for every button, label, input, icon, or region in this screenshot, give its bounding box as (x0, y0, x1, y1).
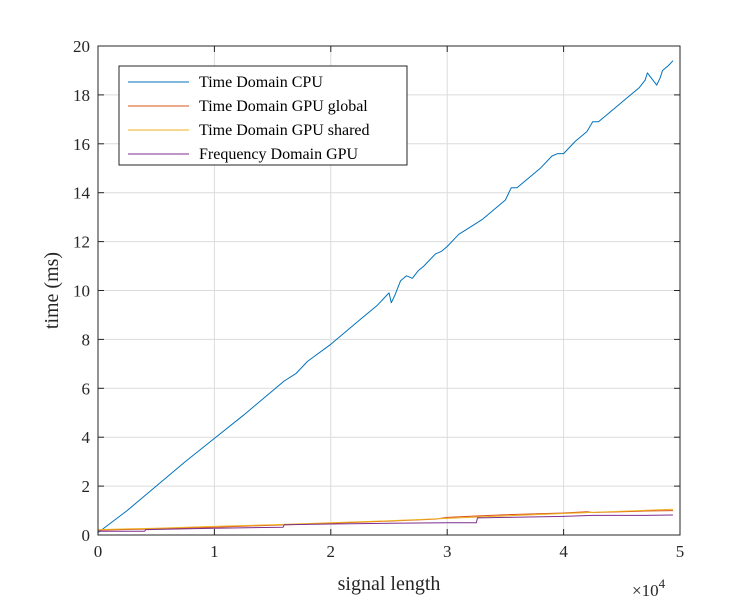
series-line-2 (97, 508, 674, 531)
legend: Time Domain CPU Time Domain GPU global Tim… (118, 65, 408, 166)
x-multiplier-text: ×104 (632, 576, 666, 600)
series-layer (97, 60, 674, 533)
y-tick-label-1: 2 (82, 477, 91, 496)
x-axis-label: signal length (338, 573, 441, 595)
y-tick-label-0: 0 (82, 526, 91, 545)
x-multiplier-exponent: 4 (659, 576, 666, 591)
x-tick-label-2: 2 (327, 542, 336, 561)
y-axis-ticks: 0 2 4 6 8 10 12 14 16 18 20 (73, 37, 680, 545)
legend-label-2: Time Domain GPU shared (199, 122, 370, 139)
x-multiplier-base: ×10 (632, 581, 659, 600)
series-line-3 (98, 514, 674, 532)
legend-label-0: Time Domain CPU (199, 74, 323, 91)
y-tick-label-7: 14 (73, 184, 91, 203)
y-tick-label-2: 4 (82, 428, 91, 447)
y-tick-label-10: 20 (73, 37, 90, 56)
y-tick-label-8: 16 (73, 135, 90, 154)
y-tick-label-6: 12 (73, 233, 90, 252)
x-tick-label-1: 1 (210, 542, 219, 561)
legend-label-3: Frequency Domain GPU (199, 146, 359, 163)
x-tick-label-3: 3 (443, 542, 452, 561)
y-tick-label-4: 8 (82, 330, 91, 349)
legend-label-1: Time Domain GPU global (199, 98, 368, 115)
series-line-0 (97, 60, 674, 533)
x-tick-label-0: 0 (94, 542, 103, 561)
y-tick-label-5: 10 (73, 282, 90, 301)
y-tick-label-9: 18 (73, 86, 90, 105)
x-axis-multiplier: ×104 (632, 576, 666, 600)
x-tick-label-5: 5 (676, 542, 685, 561)
y-axis-label: time (ms) (41, 252, 63, 329)
x-axis-ticks: 0 1 2 3 4 5 (94, 46, 685, 561)
x-tick-label-4: 4 (559, 542, 568, 561)
y-tick-label-3: 6 (82, 379, 91, 398)
